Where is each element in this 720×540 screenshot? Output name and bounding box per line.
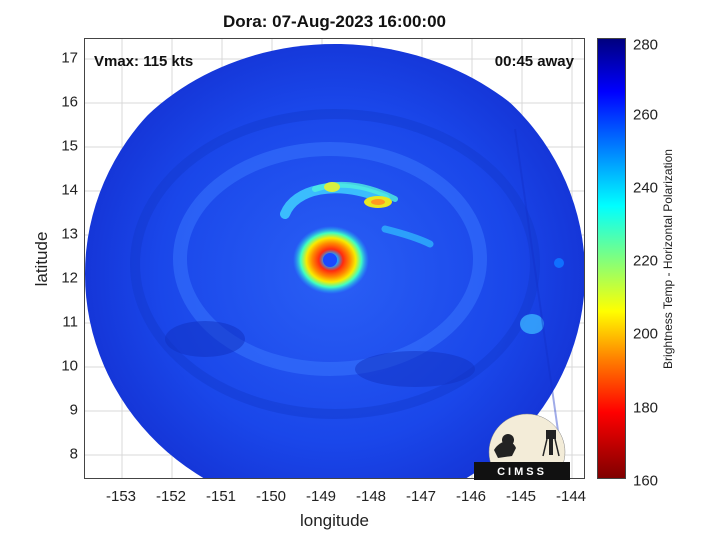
eta-annotation: 00:45 away [494, 53, 574, 70]
x-tick-label: -145 [505, 488, 537, 505]
cimss-logo: CIMSS [474, 413, 570, 480]
satellite-image [85, 39, 584, 478]
y-tick-label: 17 [61, 49, 78, 67]
y-tick-label: 10 [61, 357, 78, 375]
y-tick-label: 15 [61, 137, 78, 155]
x-tick-label: -146 [455, 488, 487, 505]
map-title: Dora: 07-Aug-2023 16:00:00 [223, 12, 446, 31]
y-tick-label: 13 [61, 225, 78, 243]
colorbar-label: Brightness Temp - Horizontal Polarizatio… [661, 149, 675, 369]
colorbar-tick-label: 200 [633, 325, 659, 343]
vmax-annotation: Vmax: 115 kts [94, 53, 194, 70]
y-axis-label: latitude [32, 231, 51, 287]
x-tick-label: -149 [305, 488, 337, 505]
colorbar-tick-label: 280 [633, 36, 659, 54]
y-tick-label: 14 [61, 181, 78, 199]
x-tick-label: -148 [355, 488, 387, 505]
colorbar-tick-label: 260 [633, 106, 659, 124]
logo-text: CIMSS [497, 466, 547, 478]
x-tick-label: -153 [105, 488, 137, 505]
y-tick-label: 12 [61, 269, 78, 287]
map-plot-area [84, 38, 585, 479]
x-tick-label: -147 [405, 488, 437, 505]
colorbar-tick-label: 160 [633, 472, 659, 490]
colorbar-tick-label: 240 [633, 179, 659, 197]
y-tick-label: 16 [61, 93, 78, 111]
y-tick-label: 11 [62, 313, 78, 331]
x-tick-label: -150 [255, 488, 287, 505]
y-tick-label: 9 [69, 401, 78, 419]
colorbar-tick-label: 220 [633, 252, 659, 270]
y-tick-label: 8 [69, 445, 78, 463]
x-tick-label: -151 [205, 488, 237, 505]
x-axis-label: longitude [299, 511, 369, 530]
colorbar-tick-label: 180 [633, 399, 659, 417]
x-tick-label: -152 [155, 488, 187, 505]
x-tick-label: -144 [555, 488, 587, 505]
colorbar [597, 38, 626, 479]
